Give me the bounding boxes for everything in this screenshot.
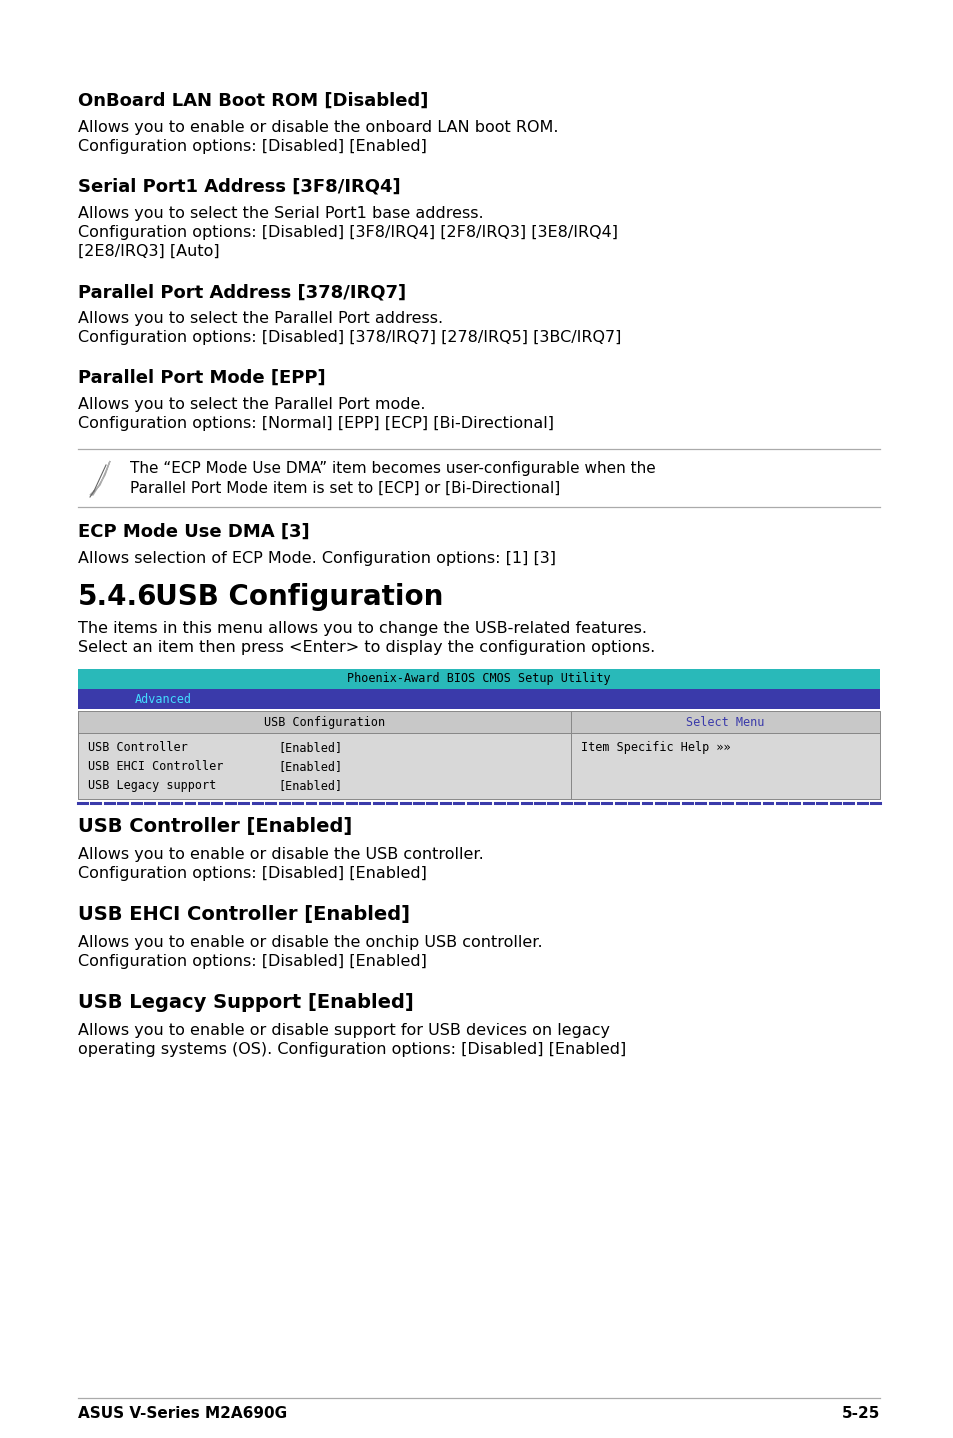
Text: Allows you to enable or disable the onchip USB controller.: Allows you to enable or disable the onch…: [78, 935, 542, 951]
Text: Serial Port1 Address [3F8/IRQ4]: Serial Port1 Address [3F8/IRQ4]: [78, 178, 400, 196]
Text: Allows you to enable or disable support for USB devices on legacy: Allows you to enable or disable support …: [78, 1022, 609, 1038]
Text: Parallel Port Mode [EPP]: Parallel Port Mode [EPP]: [78, 370, 325, 387]
Text: [2E8/IRQ3] [Auto]: [2E8/IRQ3] [Auto]: [78, 244, 219, 259]
Bar: [78, 710, 571, 733]
Text: Allows you to select the Parallel Port mode.: Allows you to select the Parallel Port m…: [78, 397, 425, 413]
Text: USB EHCI Controller [Enabled]: USB EHCI Controller [Enabled]: [78, 905, 410, 925]
Text: Allows you to enable or disable the USB controller.: Allows you to enable or disable the USB …: [78, 847, 483, 861]
Text: ASUS V-Series M2A690G: ASUS V-Series M2A690G: [78, 1406, 287, 1421]
Text: OnBoard LAN Boot ROM [Disabled]: OnBoard LAN Boot ROM [Disabled]: [78, 92, 428, 109]
Text: Allows you to select the Serial Port1 base address.: Allows you to select the Serial Port1 ba…: [78, 206, 483, 221]
Text: USB Legacy Support [Enabled]: USB Legacy Support [Enabled]: [78, 994, 414, 1012]
Text: [Enabled]: [Enabled]: [277, 779, 342, 792]
Text: Configuration options: [Disabled] [3F8/IRQ4] [2F8/IRQ3] [3E8/IRQ4]: Configuration options: [Disabled] [3F8/I…: [78, 224, 618, 240]
Text: 5.4.6: 5.4.6: [78, 582, 157, 611]
Bar: [78, 689, 879, 709]
Text: USB EHCI Controller: USB EHCI Controller: [88, 761, 245, 774]
Bar: [571, 710, 879, 733]
Text: operating systems (OS). Configuration options: [Disabled] [Enabled]: operating systems (OS). Configuration op…: [78, 1043, 625, 1057]
Bar: [78, 669, 879, 689]
Text: [Enabled]: [Enabled]: [277, 761, 342, 774]
Text: Select Menu: Select Menu: [686, 716, 764, 729]
Bar: [78, 733, 571, 800]
Text: Configuration options: [Disabled] [Enabled]: Configuration options: [Disabled] [Enabl…: [78, 139, 426, 154]
Text: Advanced: Advanced: [134, 693, 192, 706]
Text: USB Controller [Enabled]: USB Controller [Enabled]: [78, 817, 352, 835]
Polygon shape: [90, 462, 110, 495]
Text: 5-25: 5-25: [841, 1406, 879, 1421]
Text: Item Specific Help »»: Item Specific Help »»: [580, 741, 730, 754]
Bar: [571, 733, 879, 800]
Text: USB Configuration: USB Configuration: [264, 716, 385, 729]
Text: USB Controller: USB Controller: [88, 741, 245, 754]
Polygon shape: [90, 462, 110, 495]
Text: USB Legacy support: USB Legacy support: [88, 779, 245, 792]
Text: Select an item then press <Enter> to display the configuration options.: Select an item then press <Enter> to dis…: [78, 640, 655, 654]
Text: The items in this menu allows you to change the USB-related features.: The items in this menu allows you to cha…: [78, 621, 646, 636]
Text: USB Configuration: USB Configuration: [136, 582, 443, 611]
Text: Configuration options: [Disabled] [Enabled]: Configuration options: [Disabled] [Enabl…: [78, 866, 426, 881]
Text: Parallel Port Mode item is set to [ECP] or [Bi-Directional]: Parallel Port Mode item is set to [ECP] …: [130, 480, 559, 496]
Text: ECP Mode Use DMA [3]: ECP Mode Use DMA [3]: [78, 523, 310, 541]
Text: [Enabled]: [Enabled]: [277, 741, 342, 754]
Text: Configuration options: [Disabled] [378/IRQ7] [278/IRQ5] [3BC/IRQ7]: Configuration options: [Disabled] [378/I…: [78, 329, 620, 345]
Text: The “ECP Mode Use DMA” item becomes user-configurable when the: The “ECP Mode Use DMA” item becomes user…: [130, 462, 655, 476]
Text: Allows selection of ECP Mode. Configuration options: [1] [3]: Allows selection of ECP Mode. Configurat…: [78, 551, 556, 567]
Text: Allows you to select the Parallel Port address.: Allows you to select the Parallel Port a…: [78, 311, 442, 326]
Text: Allows you to enable or disable the onboard LAN boot ROM.: Allows you to enable or disable the onbo…: [78, 119, 558, 135]
Text: Configuration options: [Normal] [EPP] [ECP] [Bi-Directional]: Configuration options: [Normal] [EPP] [E…: [78, 416, 554, 431]
Text: Phoenix-Award BIOS CMOS Setup Utility: Phoenix-Award BIOS CMOS Setup Utility: [347, 672, 610, 684]
Text: Parallel Port Address [378/IRQ7]: Parallel Port Address [378/IRQ7]: [78, 283, 406, 301]
Text: Configuration options: [Disabled] [Enabled]: Configuration options: [Disabled] [Enabl…: [78, 953, 426, 969]
